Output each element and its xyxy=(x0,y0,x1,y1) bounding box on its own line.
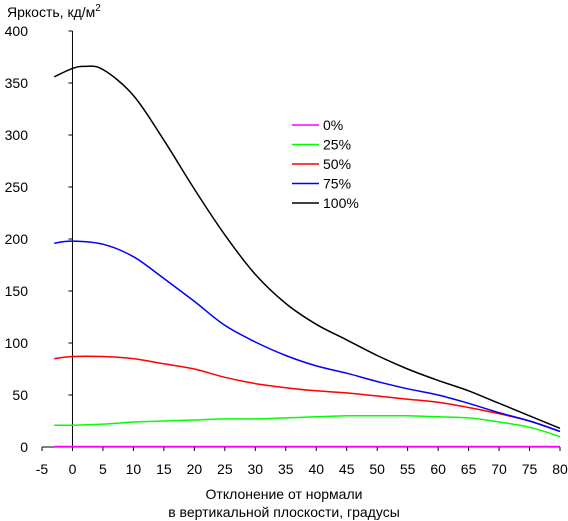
legend-entry: 0% xyxy=(323,117,343,133)
y-axis-label-superscript: 2 xyxy=(95,3,101,14)
y-tick-label: 150 xyxy=(5,283,29,299)
y-axis-title: Яркость, кд/м2 xyxy=(7,3,101,20)
x-axis-title: Отклонение от нормали в вертикальной пло… xyxy=(168,486,400,520)
svg-text:Яркость, кд/м2: Яркость, кд/м2 xyxy=(7,3,101,20)
x-tick-label: 20 xyxy=(187,461,203,477)
legend: 0% 25% 50% 75% 100% xyxy=(292,117,359,211)
y-tick-label: 50 xyxy=(12,387,28,403)
x-tick-label: -5 xyxy=(36,461,49,477)
legend-entry: 100% xyxy=(323,195,359,211)
x-axis: -5 0 5 10 15 20 25 30 35 40 45 50 55 60 65 70 75 80 xyxy=(36,447,568,477)
y-tick-label: 250 xyxy=(5,179,29,195)
series-line-75pct xyxy=(54,240,561,433)
series-group xyxy=(53,65,561,448)
x-tick-label: 5 xyxy=(99,461,107,477)
x-tick-label: 45 xyxy=(339,461,355,477)
x-tick-label: 40 xyxy=(308,461,324,477)
y-tick-label: 200 xyxy=(5,231,29,247)
x-tick-label: 60 xyxy=(430,461,446,477)
x-axis-label-line-2: в вертикальной плоскости, градусы xyxy=(168,504,400,520)
series-line-50pct xyxy=(54,355,561,433)
series-line-100pct xyxy=(53,65,561,429)
x-tick-label: 70 xyxy=(491,461,507,477)
x-tick-label: 50 xyxy=(369,461,385,477)
y-tick-label: 350 xyxy=(5,75,29,91)
legend-entry: 25% xyxy=(323,137,351,153)
plot-area xyxy=(42,31,560,448)
legend-entry: 50% xyxy=(323,156,351,172)
y-tick-label: 400 xyxy=(5,23,29,39)
y-tick-label: 100 xyxy=(5,335,29,351)
x-tick-label: 10 xyxy=(126,461,142,477)
y-tick-label: 0 xyxy=(20,439,28,455)
x-tick-label: 55 xyxy=(400,461,416,477)
y-axis: 0 50 100 150 200 250 300 350 400 xyxy=(5,23,73,455)
x-tick-label: 25 xyxy=(217,461,233,477)
x-axis-label-line-1: Отклонение от нормали xyxy=(206,486,363,502)
x-tick-label: 0 xyxy=(69,461,77,477)
series-line-25pct xyxy=(54,414,561,438)
x-tick-label: 75 xyxy=(522,461,538,477)
y-axis-label: Яркость, кд/м xyxy=(7,4,95,20)
x-tick-label: 35 xyxy=(278,461,294,477)
legend-entry: 75% xyxy=(323,176,351,192)
y-tick-label: 300 xyxy=(5,127,29,143)
x-tick-label: 15 xyxy=(156,461,172,477)
x-tick-label: 65 xyxy=(461,461,477,477)
x-tick-label: 80 xyxy=(552,461,568,477)
x-tick-label: 30 xyxy=(248,461,264,477)
